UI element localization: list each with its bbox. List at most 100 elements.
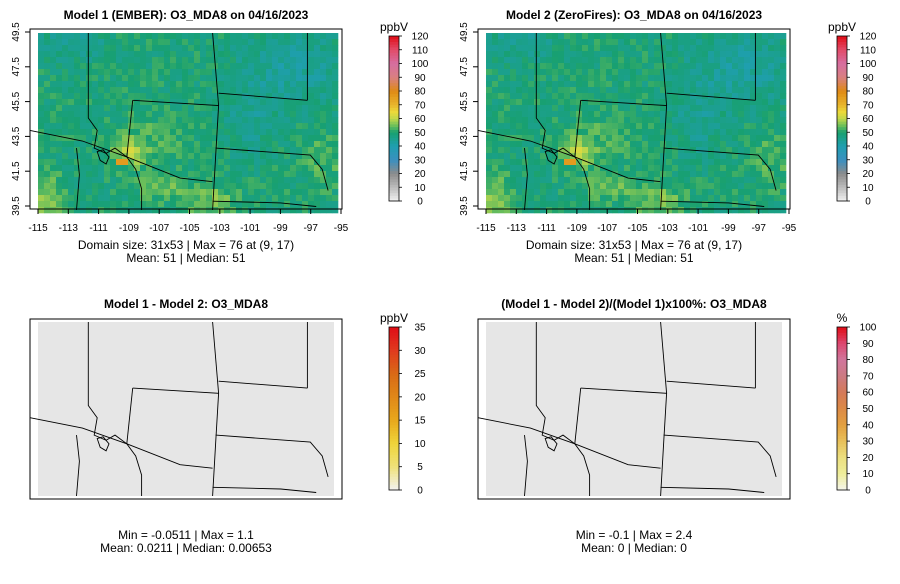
heatmap-cell — [516, 123, 523, 130]
heatmap-cell — [720, 177, 727, 184]
heatmap-cell — [732, 207, 739, 214]
heatmap-cell — [110, 81, 117, 88]
heatmap-cell — [296, 99, 303, 106]
legend-swatch — [837, 118, 847, 122]
heatmap-cell — [308, 51, 315, 58]
heatmap-cell — [624, 159, 631, 166]
legend-swatch — [389, 435, 399, 439]
heatmap-cell — [308, 171, 315, 178]
heatmap-cell — [278, 183, 285, 190]
heatmap-cell — [696, 135, 703, 142]
summary-line: Mean: 0.0211 | Median: 0.00653 — [100, 541, 272, 555]
heatmap-cell — [660, 81, 667, 88]
heatmap-cell — [38, 135, 45, 142]
heatmap-cell — [206, 189, 213, 196]
heatmap-cell — [540, 165, 547, 172]
heatmap-cell — [332, 135, 339, 142]
heatmap-cell — [194, 183, 201, 190]
heatmap-cell — [314, 63, 321, 70]
heatmap-cell — [774, 105, 781, 112]
heatmap-cell — [62, 153, 69, 160]
heatmap-cell — [284, 195, 291, 202]
legend-tick-label: 10 — [862, 183, 874, 194]
heatmap-cell — [594, 33, 601, 40]
heatmap-cell — [660, 93, 667, 100]
heatmap-cell — [212, 201, 219, 208]
state-boundary-line — [574, 388, 582, 444]
heatmap-cell — [768, 117, 775, 124]
heatmap-cell — [768, 39, 775, 46]
heatmap-cell — [218, 81, 225, 88]
heatmap-cell — [254, 123, 261, 130]
heatmap-cell — [332, 177, 339, 184]
heatmap-cell — [302, 33, 309, 40]
heatmap-cell — [188, 51, 195, 58]
heatmap-cell — [164, 207, 171, 214]
heatmap-cell — [320, 117, 327, 124]
heatmap-cell — [708, 177, 715, 184]
heatmap-cell — [504, 63, 511, 70]
heatmap-cell — [302, 75, 309, 82]
heatmap-cell — [44, 33, 51, 40]
heatmap-cell — [158, 33, 165, 40]
heatmap-cell — [630, 93, 637, 100]
heatmap-cell — [158, 81, 165, 88]
heatmap-cell — [302, 141, 309, 148]
heatmap-cell — [326, 51, 333, 58]
heatmap-cells — [486, 33, 787, 214]
heatmap-cell — [260, 111, 267, 118]
heatmap-cell — [708, 33, 715, 40]
heatmap-cell — [86, 87, 93, 94]
heatmap-cell — [696, 147, 703, 154]
heatmap-cell — [504, 99, 511, 106]
summary-line: Mean: 0 | Median: 0 — [581, 541, 687, 555]
heatmap-cell — [272, 183, 279, 190]
heatmap-cell — [540, 75, 547, 82]
heatmap-cell — [260, 75, 267, 82]
heatmap-cell — [278, 195, 285, 202]
heatmap-cell — [266, 153, 273, 160]
heatmap-cell — [750, 201, 757, 208]
heatmap-cell — [134, 87, 141, 94]
heatmap-cell — [110, 99, 117, 106]
legend-swatch — [389, 373, 399, 377]
heatmap-cell — [56, 207, 63, 214]
legend-swatch — [389, 381, 399, 385]
heatmap-cell — [290, 51, 297, 58]
x-tick-label: -97 — [751, 223, 766, 234]
heatmap-cell — [648, 201, 655, 208]
heatmap-cell — [624, 177, 631, 184]
heatmap-cell — [510, 87, 517, 94]
heatmap-cell — [738, 33, 745, 40]
heatmap-cell — [170, 171, 177, 178]
heatmap-cell — [744, 135, 751, 142]
heatmap-cell — [498, 207, 505, 214]
y-tick-label: 45.5 — [459, 91, 470, 111]
legend-swatch — [389, 93, 399, 97]
legend-swatch — [389, 329, 399, 333]
heatmap-cell — [140, 147, 147, 154]
heatmap-cell — [552, 117, 559, 124]
heatmap-cell — [732, 165, 739, 172]
heatmap-cell — [182, 45, 189, 52]
heatmap-cell — [260, 39, 267, 46]
legend-swatch — [389, 460, 399, 464]
heatmap-cell — [600, 153, 607, 160]
heatmap-cell — [248, 165, 255, 172]
heatmap-cell — [194, 189, 201, 196]
heatmap-cell — [726, 105, 733, 112]
heatmap-cell — [684, 207, 691, 214]
heatmap-cell — [170, 141, 177, 148]
heatmap-cell — [140, 171, 147, 178]
heatmap-cell — [564, 87, 571, 94]
heatmap-cell — [570, 177, 577, 184]
heatmap-cell — [242, 63, 249, 70]
heatmap-cell — [666, 111, 673, 118]
heatmap-cell — [326, 171, 333, 178]
heatmap-cell — [236, 93, 243, 100]
heatmap-cell — [194, 123, 201, 130]
heatmap-cell — [744, 33, 751, 40]
heatmap-cell — [320, 63, 327, 70]
heatmap-cell — [714, 75, 721, 82]
heatmap-cell — [182, 195, 189, 202]
